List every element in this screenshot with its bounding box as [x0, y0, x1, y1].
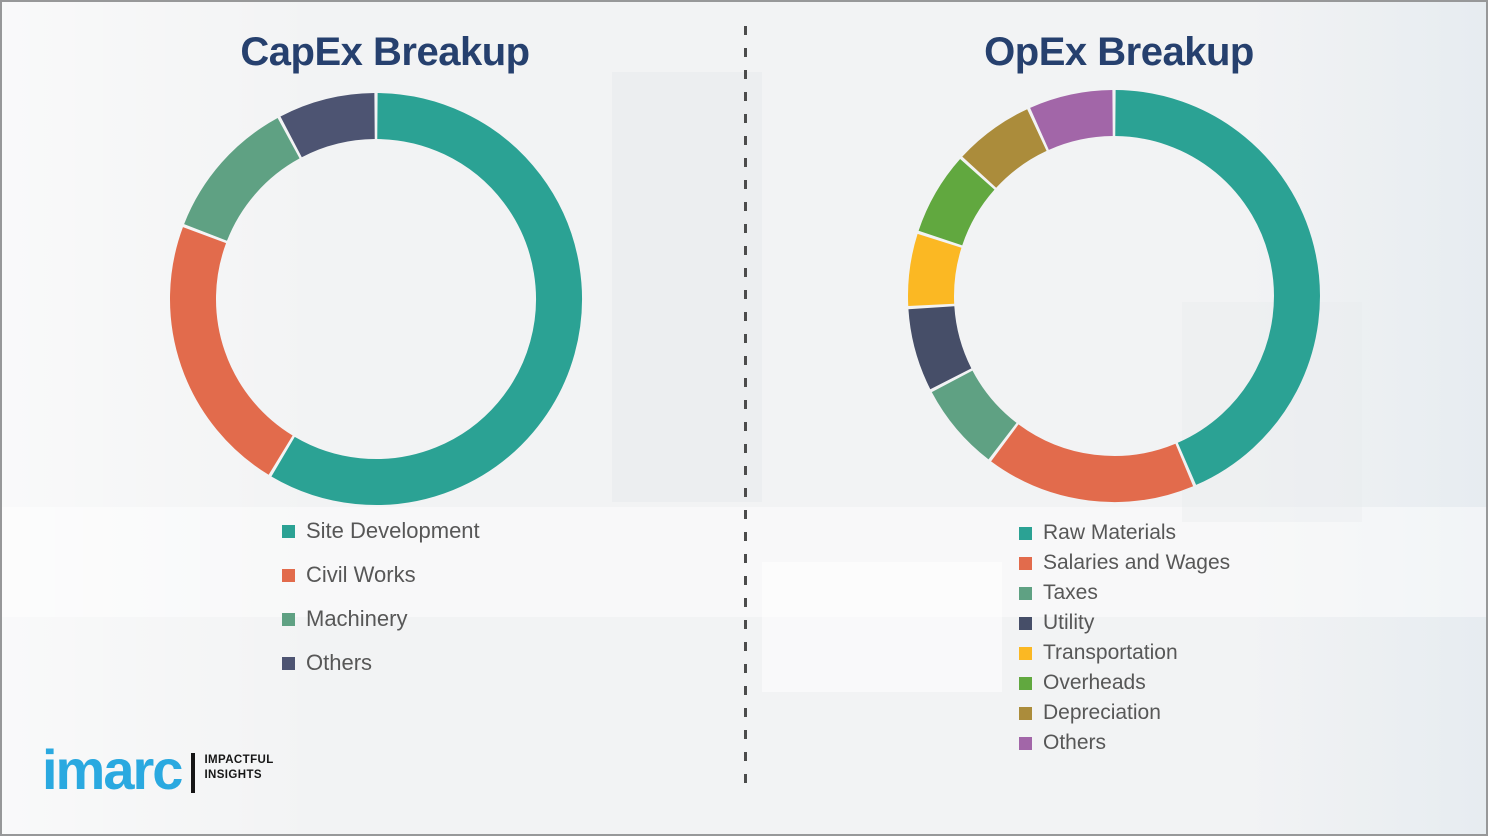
opex-chart-title: OpEx Breakup — [984, 30, 1254, 74]
legend-item: Overheads — [1019, 668, 1230, 698]
imarc-logo-wordmark: imarc — [42, 738, 183, 801]
opex-donut-chart — [908, 90, 1320, 502]
imarc-logo: imarc IMPACTFUL INSIGHTS — [42, 742, 274, 798]
legend-item: Site Development — [282, 509, 480, 553]
donut-segment-raw-materials — [1115, 90, 1320, 485]
legend-swatch-icon — [1019, 676, 1032, 690]
donut-segment-overheads — [918, 159, 995, 246]
legend-swatch-icon — [1019, 556, 1032, 570]
donut-segment-others — [280, 93, 376, 158]
imarc-tagline-line1: IMPACTFUL — [204, 754, 274, 766]
legend-item: Transportation — [1019, 638, 1230, 668]
legend-swatch-icon — [282, 612, 295, 626]
legend-item: Others — [282, 641, 480, 685]
capex-donut-chart — [170, 93, 582, 505]
legend-label: Others — [306, 650, 373, 675]
donut-segment-transportation — [908, 233, 962, 307]
opex-legend: Raw Materials Salaries and Wages Taxes Util… — [1019, 518, 1230, 758]
background-ghost-block — [762, 562, 1002, 692]
donut-segment-civil-works — [170, 227, 293, 475]
donut-segment-salaries-and-wages — [991, 424, 1194, 502]
background-ghost-block — [612, 72, 762, 502]
legend-label: Overheads — [1043, 671, 1146, 694]
donut-segment-taxes — [931, 370, 1018, 460]
donut-segment-utility — [908, 305, 972, 390]
legend-item: Salaries and Wages — [1019, 548, 1230, 578]
imarc-logo-tagline: IMPACTFUL INSIGHTS — [204, 753, 273, 783]
donut-segment-site-development — [271, 93, 582, 505]
legend-label: Civil Works — [306, 562, 416, 587]
legend-item: Depreciation — [1019, 698, 1230, 728]
legend-swatch-icon — [1019, 616, 1032, 630]
donut-segment-machinery — [184, 118, 301, 242]
legend-swatch-icon — [1019, 706, 1032, 720]
legend-label: Site Development — [306, 518, 480, 543]
legend-item: Raw Materials — [1019, 518, 1230, 548]
donut-segment-depreciation — [962, 109, 1048, 189]
legend-item: Machinery — [282, 597, 480, 641]
imarc-tagline-line2: INSIGHTS — [204, 768, 262, 781]
legend-label: Utility — [1043, 611, 1095, 634]
vertical-dashed-divider — [744, 26, 747, 792]
legend-label: Others — [1043, 731, 1107, 754]
legend-label: Salaries and Wages — [1043, 551, 1231, 574]
legend-swatch-icon — [1019, 646, 1032, 660]
donut-segment-others — [1030, 90, 1114, 151]
legend-item: Utility — [1019, 608, 1230, 638]
capex-legend: Site Development Civil Works Machinery Othe… — [282, 509, 480, 685]
legend-swatch-icon — [1019, 736, 1032, 750]
legend-item: Taxes — [1019, 578, 1230, 608]
legend-label: Taxes — [1043, 581, 1098, 604]
capex-chart-title: CapEx Breakup — [240, 30, 530, 74]
legend-label: Transportation — [1043, 641, 1178, 664]
legend-swatch-icon — [282, 524, 295, 538]
legend-item: Others — [1019, 728, 1230, 758]
legend-label: Depreciation — [1043, 701, 1161, 724]
legend-swatch-icon — [1019, 586, 1032, 600]
legend-item: Civil Works — [282, 553, 480, 597]
legend-label: Machinery — [306, 606, 408, 631]
imarc-logo-divider-bar — [191, 753, 196, 793]
legend-swatch-icon — [282, 656, 295, 670]
legend-swatch-icon — [282, 568, 295, 582]
legend-label: Raw Materials — [1043, 521, 1177, 544]
legend-swatch-icon — [1019, 526, 1032, 540]
